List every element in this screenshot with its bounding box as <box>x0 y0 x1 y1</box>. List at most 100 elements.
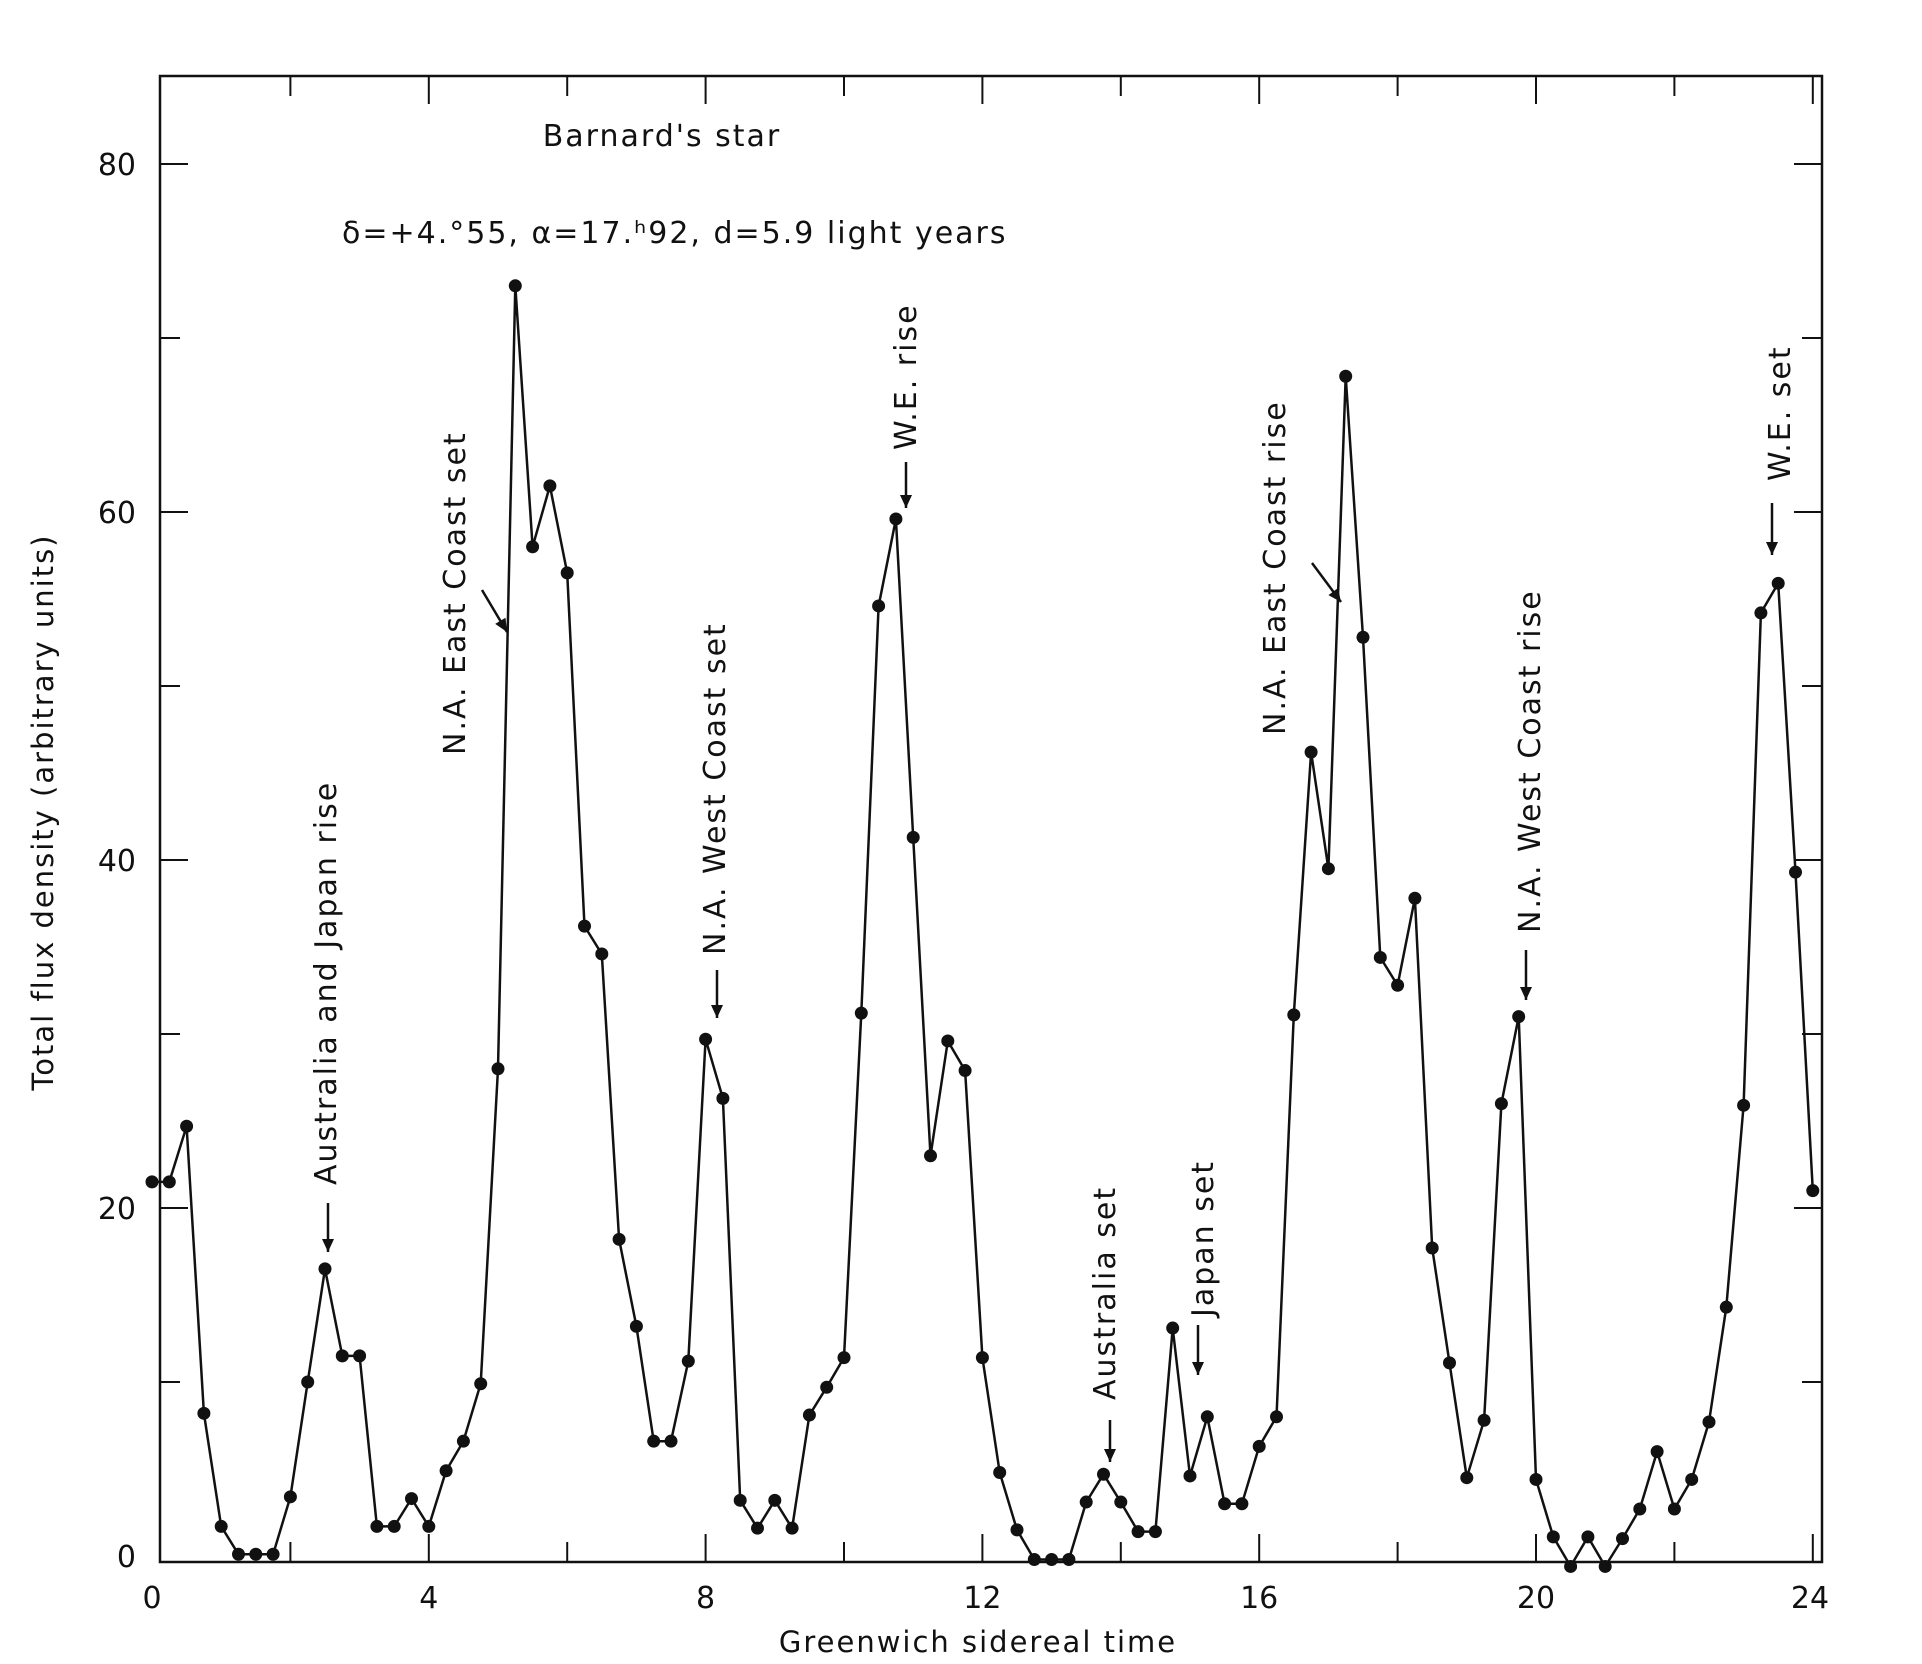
data-point <box>1616 1532 1629 1546</box>
annotation: N.A. West Coast rise <box>1513 589 1548 1000</box>
annotation-arrow-head <box>1328 587 1341 602</box>
axis-ticks: 0 4 8 12 16 20 24 0 20 40 60 80 <box>98 76 1829 1616</box>
annotation-label: W.E. set <box>1763 345 1798 481</box>
data-point <box>145 1175 159 1189</box>
annotation: N.A. East Coast set <box>438 431 509 755</box>
data-point <box>1425 1241 1439 1255</box>
annotation-label: N.A. East Coast set <box>438 431 473 755</box>
data-point <box>1460 1471 1474 1485</box>
annotation-label: Japan set <box>1186 1160 1221 1319</box>
data-point <box>232 1547 245 1561</box>
data-point <box>1097 1467 1110 1481</box>
data-point <box>491 1062 505 1076</box>
data-point <box>1200 1410 1214 1424</box>
data-point <box>526 540 540 554</box>
data-point <box>1252 1439 1266 1453</box>
data-point <box>1010 1523 1024 1537</box>
data-point <box>1546 1530 1560 1544</box>
y-axis-title: Total flux density (arbitrary units) <box>26 534 60 1092</box>
annotation: N.A. East Coast rise <box>1258 400 1343 735</box>
data-point <box>474 1377 488 1391</box>
data-point <box>612 1232 626 1246</box>
data-point <box>162 1175 176 1189</box>
data-point <box>1304 745 1318 759</box>
data-point <box>1443 1356 1456 1370</box>
y-tick-label: 40 <box>98 844 136 879</box>
data-point <box>1754 606 1768 620</box>
data-point <box>647 1434 661 1448</box>
series-line <box>152 284 1815 1568</box>
data-point <box>1373 950 1387 964</box>
data-point <box>197 1406 211 1420</box>
data-point <box>1667 1502 1681 1516</box>
data-point <box>249 1547 263 1561</box>
data-point <box>699 1032 713 1046</box>
data-point <box>1564 1559 1578 1573</box>
data-point <box>560 566 574 580</box>
x-tick-label: 20 <box>1517 1581 1555 1616</box>
annotation-arrow-head <box>900 495 912 508</box>
data-point <box>1512 1010 1526 1024</box>
data-point <box>1183 1469 1197 1483</box>
data-point <box>872 599 886 613</box>
data-point <box>1114 1495 1128 1509</box>
data-point <box>1650 1445 1664 1459</box>
x-tick-label: 12 <box>963 1581 1001 1616</box>
data-point <box>716 1091 730 1105</box>
data-point <box>335 1349 349 1363</box>
data-point <box>1408 891 1422 905</box>
annotation: Japan set <box>1186 1160 1221 1375</box>
data-point <box>1598 1559 1612 1573</box>
data-point <box>941 1034 955 1048</box>
annotation-arrow-head <box>322 1239 334 1252</box>
data-point <box>924 1149 937 1163</box>
x-tick-label: 16 <box>1240 1581 1278 1616</box>
annotation-arrow-head <box>711 1005 723 1018</box>
annotation-label: N.A. West Coast rise <box>1513 589 1548 933</box>
x-tick-label: 8 <box>696 1581 715 1616</box>
annotation: Australia set <box>1088 1186 1123 1462</box>
annotation-arrow-head <box>495 617 507 632</box>
plot-border <box>158 74 1824 1564</box>
data-point <box>1789 865 1802 879</box>
data-point <box>370 1519 384 1533</box>
data-point <box>820 1380 834 1394</box>
data-point <box>283 1490 297 1504</box>
chart-subtitle: δ=+4.°55, α=17.ʰ92, d=5.9 light years <box>342 216 1008 251</box>
data-point <box>1339 369 1353 383</box>
data-point <box>1477 1413 1491 1427</box>
annotation-arrow-head <box>1104 1449 1116 1462</box>
data-point <box>1218 1497 1232 1511</box>
data-point <box>1079 1495 1093 1509</box>
data-point <box>1737 1098 1751 1112</box>
data-point <box>595 947 609 961</box>
data-point <box>664 1434 678 1448</box>
x-axis-title: Greenwich sidereal time <box>779 1625 1177 1659</box>
data-point <box>387 1519 401 1533</box>
annotation-arrow-head <box>1766 542 1778 555</box>
data-point <box>1771 576 1785 590</box>
data-point <box>439 1464 453 1478</box>
data-point <box>837 1351 851 1365</box>
data-point <box>1806 1184 1820 1198</box>
data-point <box>422 1519 436 1533</box>
data-point <box>1391 978 1405 992</box>
data-point <box>1685 1472 1699 1486</box>
plot-frame <box>158 74 1824 1564</box>
data-point <box>751 1521 764 1535</box>
data-point <box>1633 1502 1647 1516</box>
data-point <box>1581 1530 1595 1544</box>
data-point <box>1166 1321 1180 1335</box>
data-series <box>145 279 1820 1573</box>
data-point <box>906 830 920 844</box>
data-point <box>854 1006 868 1020</box>
data-point <box>1062 1552 1076 1566</box>
data-point <box>802 1408 816 1422</box>
data-point <box>508 279 522 293</box>
data-point <box>733 1493 747 1507</box>
data-point <box>214 1519 228 1533</box>
annotation: Australia and Japan rise <box>309 781 344 1252</box>
annotation-label: N.A. East Coast rise <box>1258 400 1293 735</box>
annotation: N.A. West Coast set <box>698 622 733 1018</box>
